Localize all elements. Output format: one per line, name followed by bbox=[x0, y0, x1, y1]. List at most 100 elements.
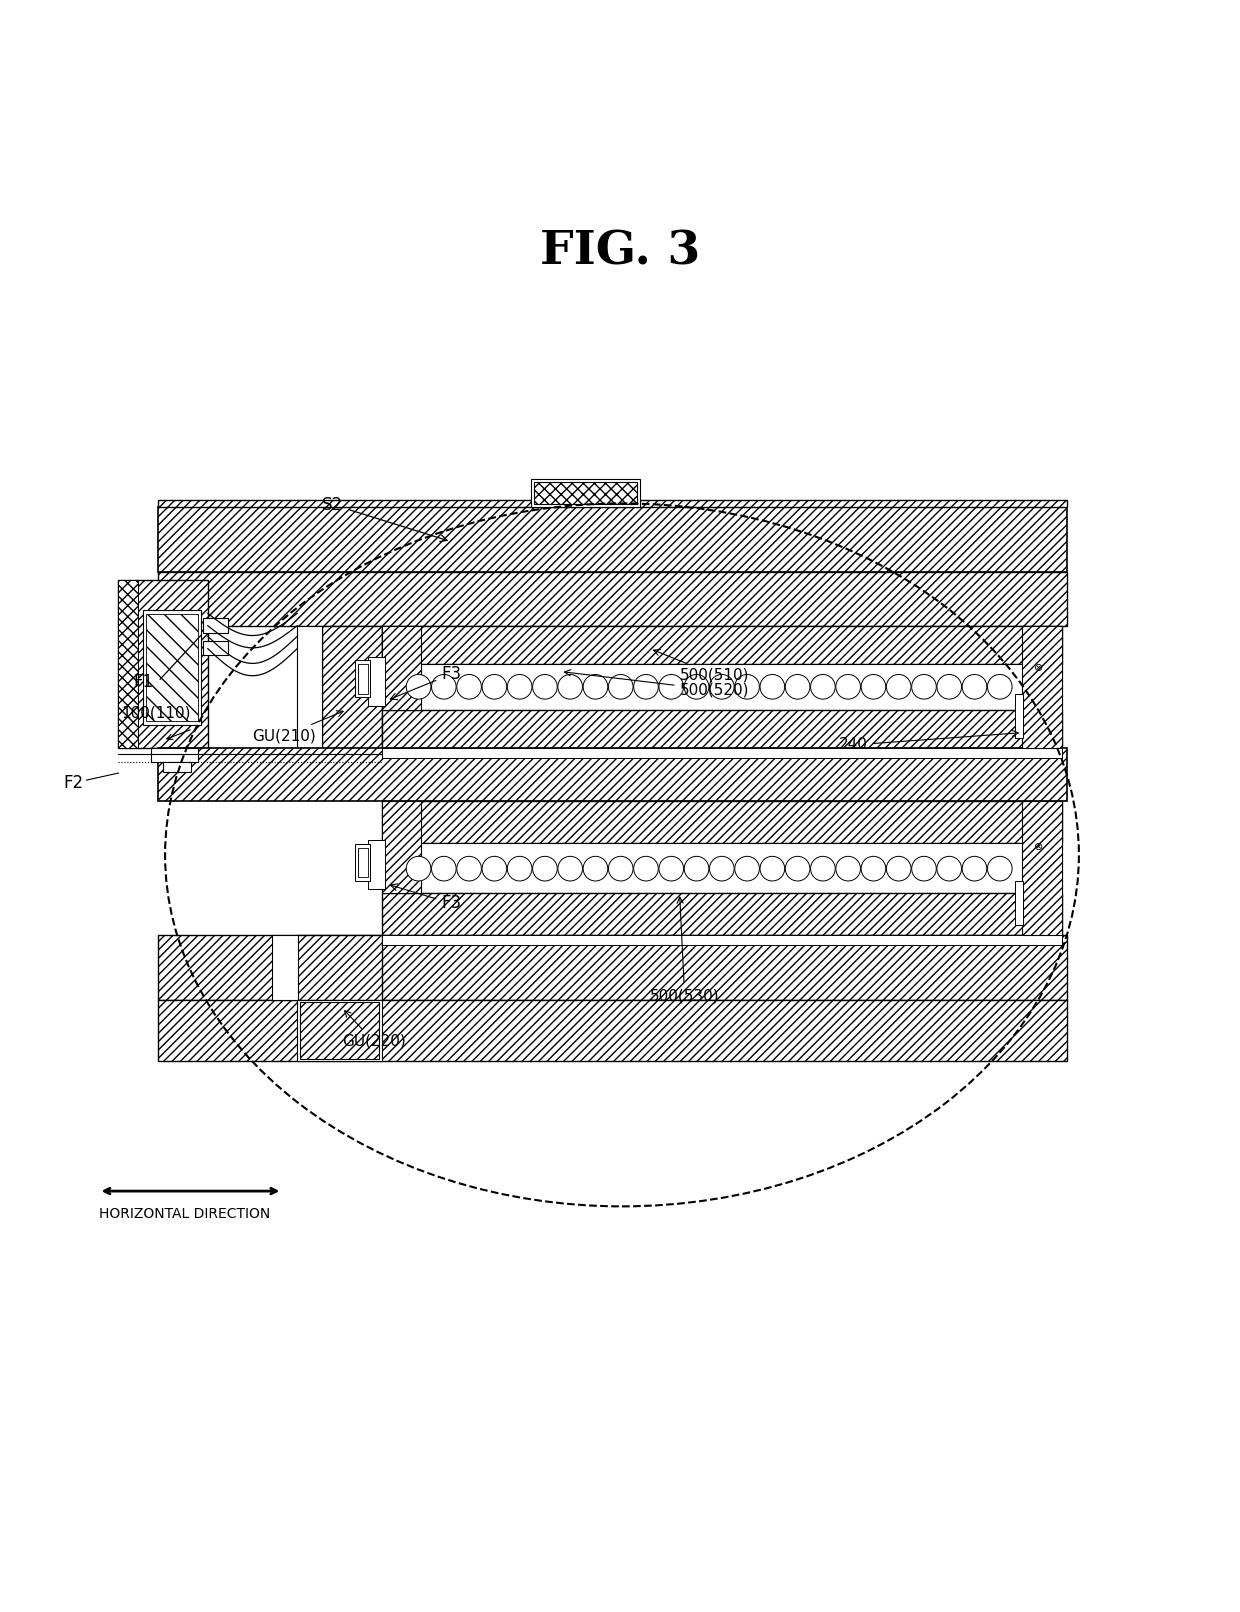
Circle shape bbox=[785, 674, 810, 700]
Bar bbox=[382, 801, 422, 893]
Bar bbox=[164, 762, 191, 772]
Text: 500(530): 500(530) bbox=[650, 898, 719, 1003]
Bar bbox=[368, 840, 384, 890]
Circle shape bbox=[482, 674, 507, 700]
Bar bbox=[203, 617, 228, 634]
Text: ⊗: ⊗ bbox=[1034, 841, 1044, 853]
Circle shape bbox=[609, 674, 634, 700]
Bar bbox=[1016, 693, 1023, 738]
Circle shape bbox=[482, 856, 507, 882]
Bar bbox=[382, 709, 1061, 748]
Bar bbox=[118, 580, 208, 748]
Circle shape bbox=[634, 856, 658, 882]
Circle shape bbox=[887, 856, 911, 882]
Circle shape bbox=[684, 856, 709, 882]
Bar bbox=[355, 661, 370, 698]
Text: F2: F2 bbox=[63, 774, 84, 791]
Bar bbox=[159, 748, 1066, 801]
Circle shape bbox=[911, 674, 936, 700]
Bar bbox=[358, 664, 368, 693]
Circle shape bbox=[811, 856, 836, 882]
Bar bbox=[159, 572, 1066, 625]
Bar bbox=[368, 656, 384, 706]
Bar bbox=[300, 1003, 378, 1059]
Text: 240: 240 bbox=[838, 730, 1018, 753]
Circle shape bbox=[432, 856, 456, 882]
Bar bbox=[382, 664, 1061, 709]
Circle shape bbox=[709, 856, 734, 882]
Circle shape bbox=[634, 674, 658, 700]
Circle shape bbox=[533, 856, 557, 882]
Circle shape bbox=[962, 674, 987, 700]
Bar bbox=[151, 748, 198, 762]
Bar bbox=[298, 625, 322, 756]
Bar bbox=[533, 482, 637, 503]
Bar bbox=[159, 935, 1066, 999]
Bar bbox=[382, 625, 422, 709]
Circle shape bbox=[583, 674, 608, 700]
Circle shape bbox=[407, 856, 430, 882]
Text: FIG. 3: FIG. 3 bbox=[539, 229, 701, 274]
Circle shape bbox=[507, 856, 532, 882]
Text: 500(520): 500(520) bbox=[564, 669, 749, 698]
Circle shape bbox=[811, 674, 836, 700]
Text: 500(510): 500(510) bbox=[653, 650, 749, 682]
Circle shape bbox=[583, 856, 608, 882]
Text: F3: F3 bbox=[391, 666, 461, 700]
Bar bbox=[203, 642, 228, 654]
Bar bbox=[358, 848, 368, 877]
Circle shape bbox=[861, 856, 885, 882]
Circle shape bbox=[432, 674, 456, 700]
Circle shape bbox=[684, 674, 709, 700]
Text: F3: F3 bbox=[391, 883, 461, 912]
Circle shape bbox=[836, 674, 861, 700]
Circle shape bbox=[709, 674, 734, 700]
Circle shape bbox=[887, 674, 911, 700]
Circle shape bbox=[609, 856, 634, 882]
Bar bbox=[382, 935, 1061, 945]
Bar bbox=[382, 748, 1061, 758]
Circle shape bbox=[407, 674, 430, 700]
Bar bbox=[531, 479, 640, 508]
Bar bbox=[159, 500, 1066, 508]
Text: F1: F1 bbox=[133, 672, 154, 692]
Circle shape bbox=[760, 856, 785, 882]
Bar bbox=[355, 843, 370, 880]
Circle shape bbox=[911, 856, 936, 882]
Circle shape bbox=[456, 674, 481, 700]
Bar bbox=[118, 580, 138, 748]
Circle shape bbox=[558, 674, 583, 700]
Circle shape bbox=[937, 674, 961, 700]
Circle shape bbox=[987, 674, 1012, 700]
Bar bbox=[298, 999, 382, 1061]
Circle shape bbox=[861, 674, 885, 700]
Text: GU(220): GU(220) bbox=[342, 1011, 405, 1049]
Bar bbox=[382, 801, 1061, 843]
Circle shape bbox=[937, 856, 961, 882]
Bar bbox=[1022, 625, 1061, 748]
Bar bbox=[159, 999, 1066, 1061]
Circle shape bbox=[735, 674, 759, 700]
Circle shape bbox=[962, 856, 987, 882]
Circle shape bbox=[658, 856, 683, 882]
Circle shape bbox=[533, 674, 557, 700]
Bar bbox=[1016, 880, 1023, 925]
Bar bbox=[322, 625, 382, 756]
Circle shape bbox=[735, 856, 759, 882]
Circle shape bbox=[658, 674, 683, 700]
Circle shape bbox=[987, 856, 1012, 882]
Text: S2: S2 bbox=[322, 495, 448, 542]
Circle shape bbox=[836, 856, 861, 882]
Text: GU(210): GU(210) bbox=[253, 711, 343, 743]
Circle shape bbox=[456, 856, 481, 882]
Bar bbox=[298, 935, 382, 999]
Text: 100(110): 100(110) bbox=[122, 706, 191, 721]
Circle shape bbox=[507, 674, 532, 700]
Circle shape bbox=[760, 674, 785, 700]
Bar bbox=[382, 843, 1061, 893]
Bar bbox=[382, 625, 1061, 664]
Text: HORIZONTAL DIRECTION: HORIZONTAL DIRECTION bbox=[98, 1207, 270, 1220]
Circle shape bbox=[785, 856, 810, 882]
Bar bbox=[145, 614, 198, 721]
Text: ⊗: ⊗ bbox=[1034, 663, 1044, 672]
